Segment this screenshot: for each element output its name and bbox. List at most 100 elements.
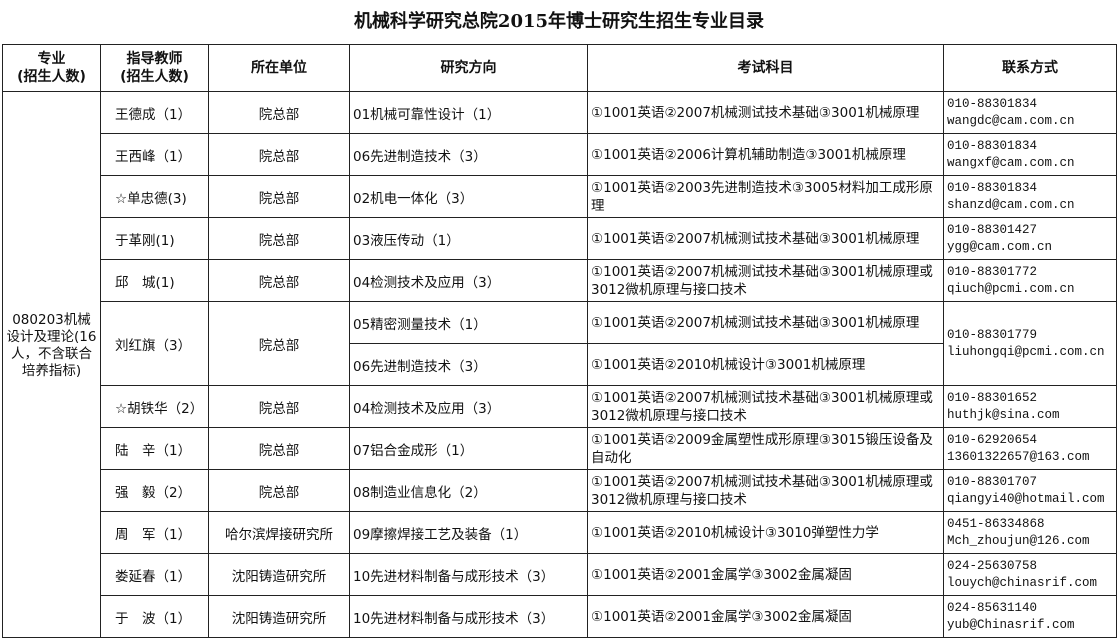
- email: wangxf@cam.com.cn: [947, 155, 1075, 170]
- direction-cell: 04检测技术及应用（3）: [349, 385, 588, 428]
- document-title: 机械科学研究总院2015年博士研究生招生专业目录: [353, 11, 765, 32]
- advisor-cell: 陆 辛（1）: [100, 427, 209, 470]
- email: shanzd@cam.com.cn: [947, 197, 1075, 212]
- phone: 0451-86334868: [947, 516, 1045, 531]
- unit-cell: 院总部: [208, 259, 350, 302]
- table-row: 王西峰（1） 院总部 06先进制造技术（3） ①1001英语②2006计算机辅助制造③…: [3, 133, 1117, 176]
- header-major-line1: 专业: [37, 51, 66, 67]
- header-advisor: 指导教师 (招生人数): [100, 44, 209, 92]
- table-row: ☆胡铁华（2） 院总部 04检测技术及应用（3） ①1001英语②2007机械测试技术…: [3, 385, 1117, 428]
- phone: 010-88301707: [947, 474, 1038, 489]
- unit-cell: 沈阳铸造研究所: [208, 595, 350, 638]
- table-row: 于革刚(1) 院总部 03液压传动（1） ①1001英语②2007机械测试技术基础③3…: [3, 217, 1117, 260]
- contact-cell: 010-88301834 wangxf@cam.com.cn: [943, 133, 1117, 176]
- contact-cell: 010-88301707 qiangyi40@hotmail.com: [943, 469, 1117, 512]
- email: wangdc@cam.com.cn: [947, 113, 1075, 128]
- advisor-cell: 王西峰（1）: [100, 133, 209, 176]
- advisor-cell: 刘红旗（3）: [100, 301, 209, 386]
- contact-cell: 010-88301772 qiuch@pcmi.com.cn: [943, 259, 1117, 302]
- header-contact: 联系方式: [943, 44, 1117, 92]
- header-major-line2: (招生人数): [17, 69, 86, 85]
- contact-cell: 010-88301834 shanzd@cam.com.cn: [943, 175, 1117, 218]
- phone: 024-85631140: [947, 600, 1038, 615]
- unit-cell: 院总部: [208, 427, 350, 470]
- email: yub@Chinasrif.com: [947, 617, 1075, 632]
- table-row: 080203机械设计及理论(16人，不含联合培养指标) 王德成（1） 院总部 01机械…: [2, 91, 1117, 638]
- header-exam: 考试科目: [587, 44, 944, 92]
- exam-cell: ①1001英语②2010机械设计③3010弹塑性力学: [587, 511, 944, 554]
- header-advisor-line2: (招生人数): [120, 69, 189, 85]
- exam-cell: ①1001英语②2001金属学③3002金属凝固: [587, 553, 944, 596]
- direction-cell: 06先进制造技术（3）: [349, 133, 588, 176]
- table-row: 06先进制造技术（3） ①1001英语②2010机械设计③3001机械原理: [3, 343, 1117, 386]
- exam-cell: ①1001英语②2006计算机辅助制造③3001机械原理: [587, 133, 944, 176]
- direction-cell: 01机械可靠性设计（1）: [349, 91, 588, 134]
- major-cell: 080203机械设计及理论(16人，不含联合培养指标): [2, 91, 101, 638]
- admissions-catalog-table: 专业 (招生人数) 指导教师 (招生人数) 所在单位 研究方向 考试科目 联系方式 …: [2, 44, 1117, 638]
- exam-cell: ①1001英语②2001金属学③3002金属凝固: [587, 595, 944, 638]
- unit-cell: 哈尔滨焊接研究所: [208, 511, 350, 554]
- exam-cell: ①1001英语②2007机械测试技术基础③3001机械原理或3012微机原理与接…: [587, 469, 944, 512]
- direction-cell: 07铝合金成形（1）: [349, 427, 588, 470]
- phone: 010-62920654: [947, 432, 1038, 447]
- contact-cell: 0451-86334868 Mch_zhoujun@126.com: [943, 511, 1117, 554]
- header-major: 专业 (招生人数): [2, 44, 101, 92]
- direction-cell: 10先进材料制备与成形技术（3）: [349, 553, 588, 596]
- direction-cell: 05精密测量技术（1）: [349, 301, 588, 344]
- table-row: 强 毅（2） 院总部 08制造业信息化（2） ①1001英语②2007机械测试技术基础…: [3, 469, 1117, 512]
- phone: 010-88301834: [947, 138, 1038, 153]
- header-row: 专业 (招生人数) 指导教师 (招生人数) 所在单位 研究方向 考试科目 联系方式: [2, 44, 1117, 92]
- direction-cell: 08制造业信息化（2）: [349, 469, 588, 512]
- phone: 010-88301834: [947, 180, 1038, 195]
- contact-cell: 024-25630758 louych@chinasrif.com: [943, 553, 1117, 596]
- phone: 010-88301772: [947, 264, 1038, 279]
- email: 13601322657@163.com: [947, 449, 1090, 464]
- header-unit: 所在单位: [208, 44, 350, 92]
- exam-cell: ①1001英语②2007机械测试技术基础③3001机械原理或3012微机原理与接…: [587, 385, 944, 428]
- phone: 010-88301834: [947, 96, 1038, 111]
- advisor-cell: 娄延春（1）: [100, 553, 209, 596]
- exam-cell: ①1001英语②2007机械测试技术基础③3001机械原理: [587, 301, 944, 344]
- direction-cell: 03液压传动（1）: [349, 217, 588, 260]
- table-row: 邱 城(1) 院总部 04检测技术及应用（3） ①1001英语②2007机械测试技术基…: [3, 259, 1117, 302]
- exam-cell: ①1001英语②2007机械测试技术基础③3001机械原理或3012微机原理与接…: [587, 259, 944, 302]
- contact-cell: 010-88301427 ygg@cam.com.cn: [943, 217, 1117, 260]
- unit-cell: 院总部: [208, 91, 350, 134]
- advisor-cell: 于革刚(1): [100, 217, 209, 260]
- direction-cell: 04检测技术及应用（3）: [349, 259, 588, 302]
- table-row: 娄延春（1） 沈阳铸造研究所 10先进材料制备与成形技术（3） ①1001英语②200…: [3, 553, 1117, 596]
- advisor-cell: 王德成（1）: [100, 91, 209, 134]
- unit-cell: 院总部: [208, 385, 350, 428]
- email: liuhongqi@pcmi.com.cn: [947, 344, 1105, 359]
- advisor-cell: 邱 城(1): [100, 259, 209, 302]
- header-advisor-line1: 指导教师: [126, 51, 183, 67]
- unit-cell: 院总部: [208, 133, 350, 176]
- contact-cell: 010-88301652 huthjk@sina.com: [943, 385, 1117, 428]
- advisor-cell: 周 军（1）: [100, 511, 209, 554]
- unit-cell: 沈阳铸造研究所: [208, 553, 350, 596]
- contact-cell: 010-88301779 liuhongqi@pcmi.com.cn: [943, 301, 1117, 386]
- exam-cell: ①1001英语②2007机械测试技术基础③3001机械原理: [587, 91, 944, 134]
- contact-cell: 010-62920654 13601322657@163.com: [943, 427, 1117, 470]
- exam-cell: ①1001英语②2010机械设计③3001机械原理: [587, 343, 944, 386]
- direction-cell: 02机电一体化（3）: [349, 175, 588, 218]
- table-row: ☆单忠德(3) 院总部 02机电一体化（3） ①1001英语②2003先进制造技术③3…: [3, 175, 1117, 218]
- email: qiuch@pcmi.com.cn: [947, 281, 1075, 296]
- advisor-cell: 强 毅（2）: [100, 469, 209, 512]
- table-row: 陆 辛（1） 院总部 07铝合金成形（1） ①1001英语②2009金属塑性成形原理③…: [3, 427, 1117, 470]
- direction-cell: 09摩擦焊接工艺及装备（1）: [349, 511, 588, 554]
- direction-cell: 10先进材料制备与成形技术（3）: [349, 595, 588, 638]
- email: huthjk@sina.com: [947, 407, 1060, 422]
- unit-cell: 院总部: [208, 217, 350, 260]
- phone: 024-25630758: [947, 558, 1038, 573]
- table-row: 于 波（1） 沈阳铸造研究所 10先进材料制备与成形技术（3） ①1001英语②200…: [3, 595, 1117, 638]
- direction-cell: 06先进制造技术（3）: [349, 343, 588, 386]
- contact-cell: 010-88301834 wangdc@cam.com.cn: [943, 91, 1117, 134]
- table-row: 刘红旗（3） 院总部 05精密测量技术（1） ①1001英语②2007机械测试技术基础…: [3, 301, 1117, 386]
- exam-cell: ①1001英语②2009金属塑性成形原理③3015锻压设备及自动化: [587, 427, 944, 470]
- advisor-cell: ☆胡铁华（2）: [100, 385, 209, 428]
- header-direction: 研究方向: [349, 44, 588, 92]
- advisor-cell: 于 波（1）: [100, 595, 209, 638]
- table-row: 周 军（1） 哈尔滨焊接研究所 09摩擦焊接工艺及装备（1） ①1001英语②2010…: [3, 511, 1117, 554]
- unit-cell: 院总部: [208, 469, 350, 512]
